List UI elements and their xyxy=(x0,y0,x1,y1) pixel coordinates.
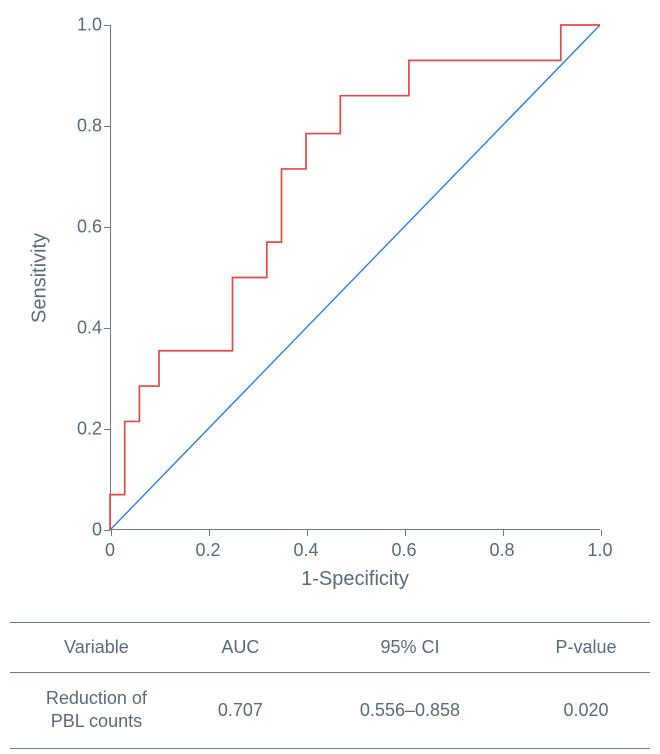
variable-cell: Reduction ofPBL counts xyxy=(10,673,183,749)
x-tick-label: 0.8 xyxy=(489,540,514,561)
x-tick xyxy=(307,530,308,536)
table-row: Reduction ofPBL counts0.7070.556–0.8580.… xyxy=(10,673,650,749)
y-tick-label: 0.6 xyxy=(72,217,102,238)
auc-cell: 0.707 xyxy=(183,673,298,749)
results-table: VariableAUC95% CIP-valueReduction ofPBL … xyxy=(10,622,650,749)
x-tick xyxy=(601,530,602,536)
x-tick-label: 1.0 xyxy=(587,540,612,561)
table-header-cell: Variable xyxy=(10,623,183,673)
y-tick-label: 1.0 xyxy=(72,15,102,36)
y-axis-label: Sensitivity xyxy=(29,232,52,322)
x-tick-label: 0.6 xyxy=(391,540,416,561)
variable-line2: PBL counts xyxy=(18,710,175,733)
reference-diagonal-line xyxy=(110,25,600,530)
x-tick xyxy=(405,530,406,536)
x-axis-label: 1-Specificity xyxy=(301,568,409,591)
x-tick-label: 0 xyxy=(105,540,115,561)
pvalue-cell: 0.020 xyxy=(522,673,650,749)
table-header-cell: 95% CI xyxy=(298,623,522,673)
x-tick xyxy=(111,530,112,536)
x-tick-label: 0.2 xyxy=(195,540,220,561)
y-tick-label: 0 xyxy=(72,520,102,541)
table-header-row: VariableAUC95% CIP-value xyxy=(10,623,650,673)
y-tick-label: 0.2 xyxy=(72,419,102,440)
y-tick-label: 0.4 xyxy=(72,318,102,339)
figure-container: 0 0.2 0.4 0.6 0.8 1.0 0 0.2 0.4 0.6 0.8 1.0 1-Specif… xyxy=(0,0,660,754)
table-header-cell: P-value xyxy=(522,623,650,673)
ci-cell: 0.556–0.858 xyxy=(298,673,522,749)
y-tick-label: 0.8 xyxy=(72,116,102,137)
x-tick xyxy=(503,530,504,536)
x-tick xyxy=(209,530,210,536)
roc-chart: 0 0.2 0.4 0.6 0.8 1.0 0 0.2 0.4 0.6 0.8 1.0 1-Specif… xyxy=(0,0,660,620)
variable-line1: Reduction of xyxy=(18,687,175,710)
x-tick-label: 0.4 xyxy=(293,540,318,561)
chart-svg xyxy=(110,25,600,530)
y-tick xyxy=(104,530,110,531)
table-header-cell: AUC xyxy=(183,623,298,673)
